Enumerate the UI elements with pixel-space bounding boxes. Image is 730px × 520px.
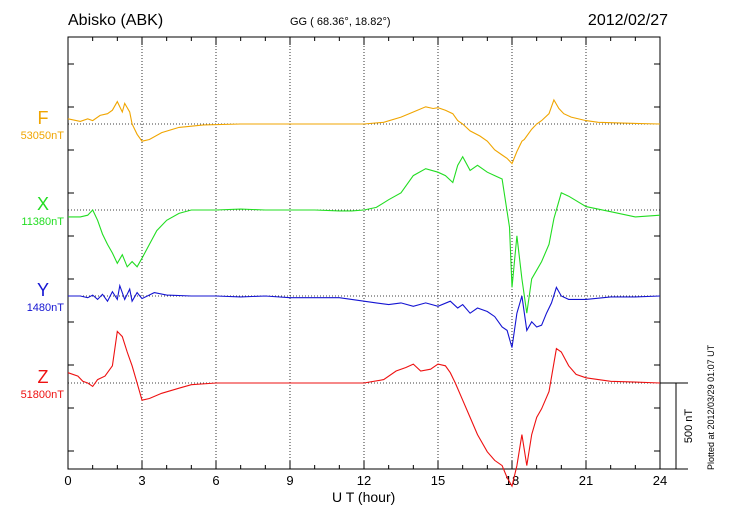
scale-bar-label: 500 nT [683, 409, 695, 444]
x-tick-label: 12 [357, 473, 371, 488]
series-z-label: Z [37, 367, 49, 387]
series-x-baseline-value: 11380nT [21, 216, 64, 228]
series-f-baseline-value: 53050nT [20, 130, 64, 142]
x-axis-label: U T (hour) [332, 489, 396, 505]
plot-date: 2012/02/27 [587, 12, 668, 29]
x-tick-label: 15 [431, 473, 445, 488]
series-y-baseline-value: 1480nT [26, 302, 64, 314]
series-y-line [68, 283, 661, 348]
series-f-line [67, 98, 661, 165]
x-tick-label: 3 [138, 473, 145, 488]
series-y-label: Y [36, 280, 49, 300]
x-tick-label: 9 [286, 473, 293, 488]
series-f-label: F [37, 108, 49, 128]
series-z-baseline-value: 51800nT [20, 389, 64, 401]
geographic-coordinates: GG ( 68.36°, 18.82°) [290, 16, 391, 28]
x-tick-label: 0 [64, 473, 71, 488]
plotted-timestamp-note: Plotted at 2012/03/29 01:07 UT [706, 344, 716, 470]
series-z-line [67, 330, 661, 488]
x-tick-label: 6 [212, 473, 219, 488]
series-x-label: X [36, 194, 49, 214]
x-tick-label: 18 [505, 473, 519, 488]
x-tick-label: 24 [653, 473, 667, 488]
x-tick-label: 21 [579, 473, 593, 488]
station-title: Abisko (ABK) [68, 12, 164, 29]
series-x-line [68, 155, 661, 314]
